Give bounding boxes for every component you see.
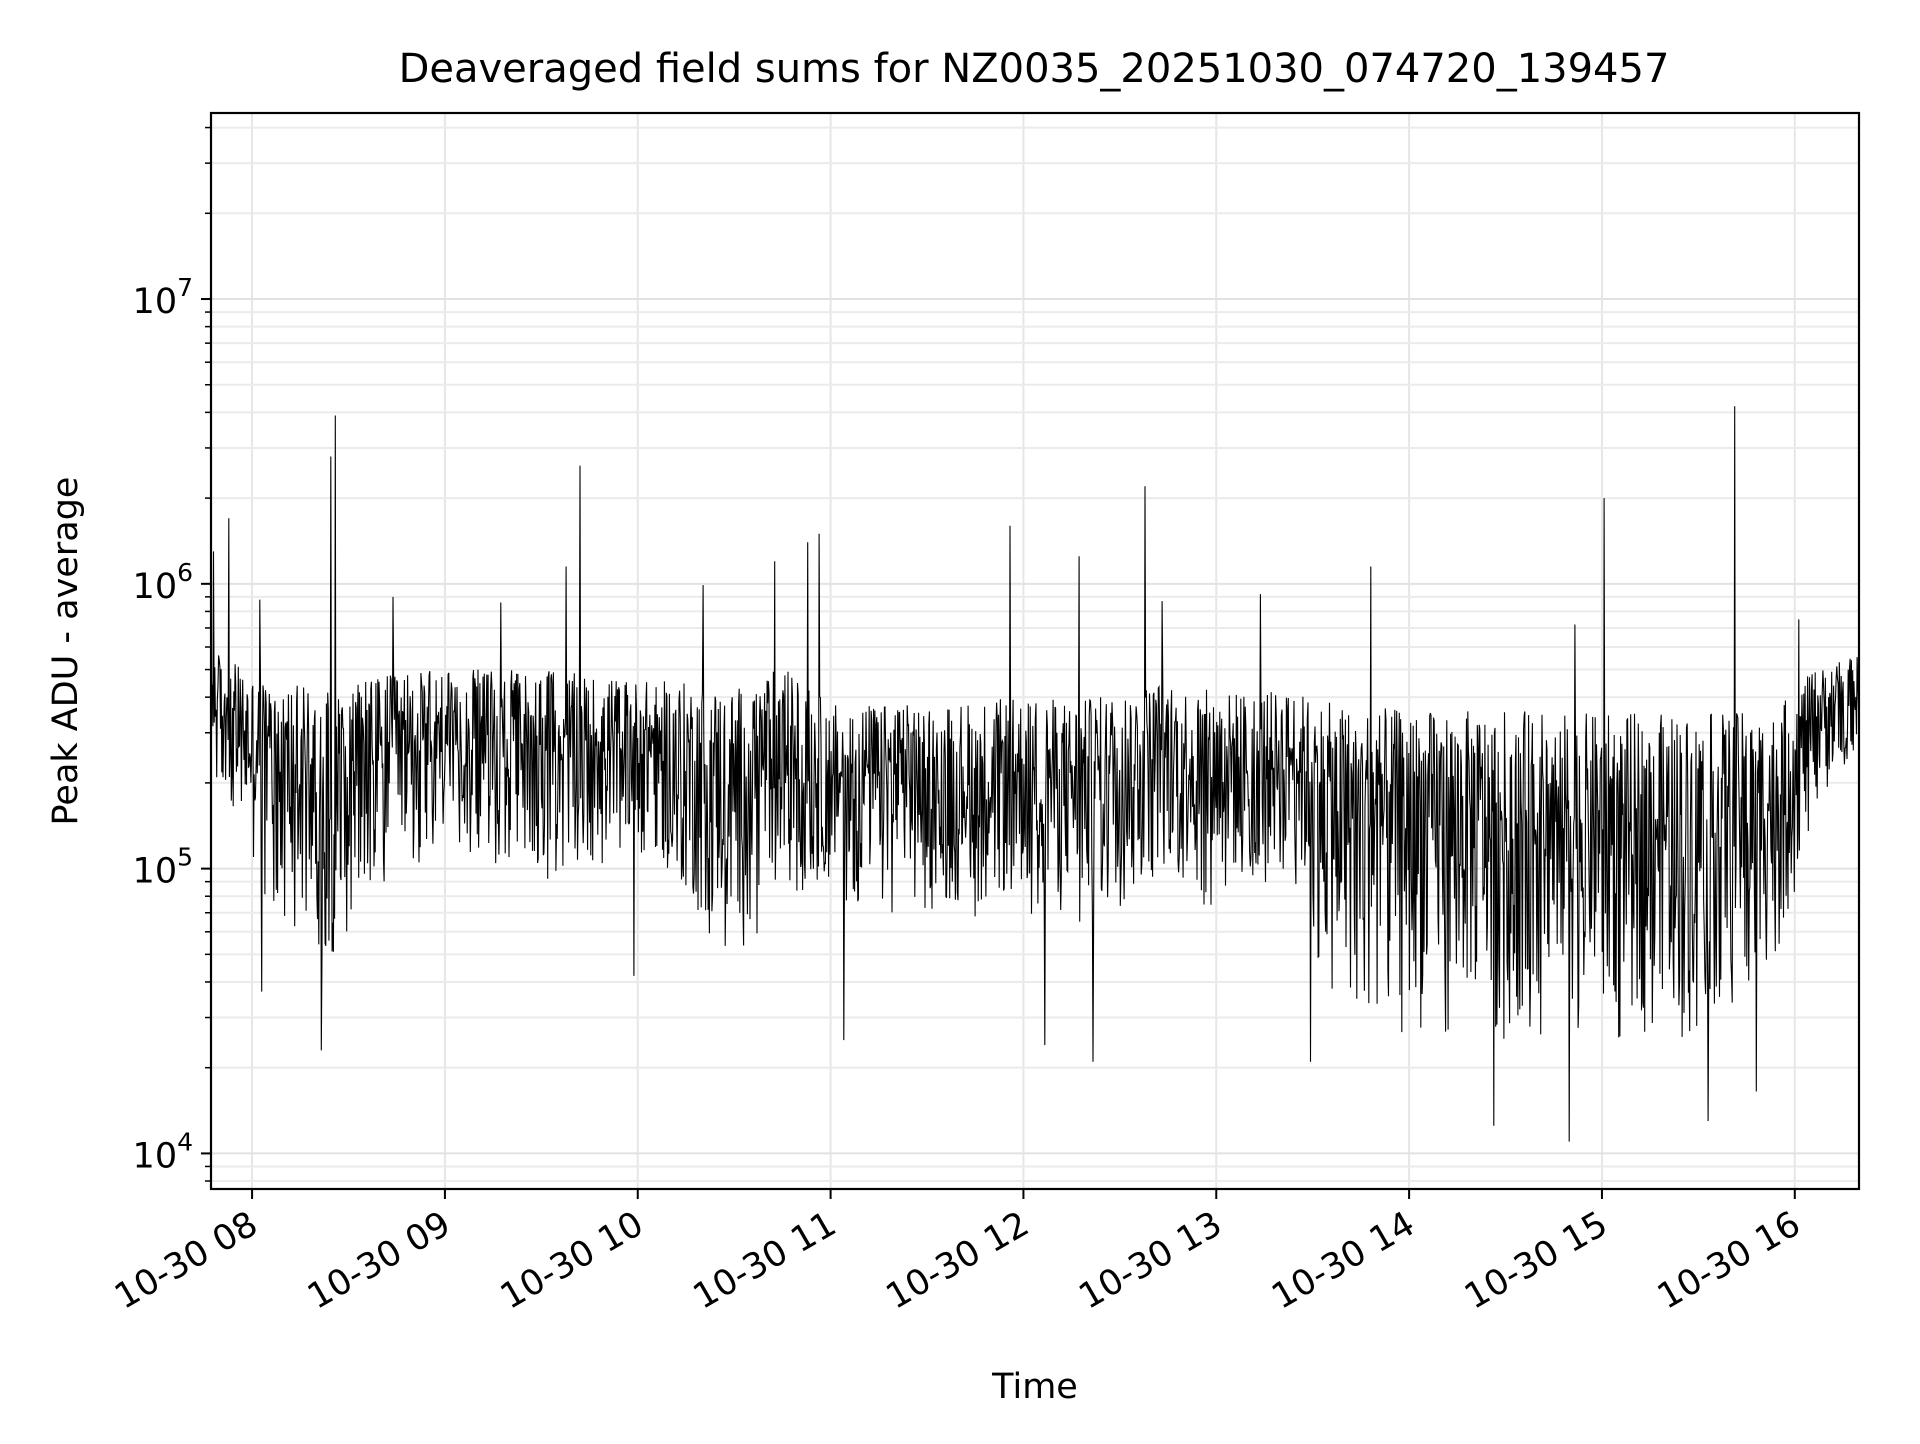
y-tick-label: 104 bbox=[133, 1127, 193, 1176]
x-axis-label: Time bbox=[991, 1367, 1078, 1407]
chart-title: Deaveraged field sums for NZ0035_2025103… bbox=[399, 46, 1670, 92]
y-tick-label: 107 bbox=[133, 273, 193, 322]
plot-area bbox=[211, 406, 1859, 1142]
y-axis-label: Peak ADU - average bbox=[46, 477, 86, 826]
y-axis: 104 105 106 107 bbox=[133, 126, 211, 1182]
y-tick-label: 105 bbox=[133, 843, 193, 892]
plot-frame bbox=[209, 111, 1861, 1191]
series-line bbox=[211, 406, 1859, 1142]
y-tick-label: 106 bbox=[133, 558, 193, 607]
